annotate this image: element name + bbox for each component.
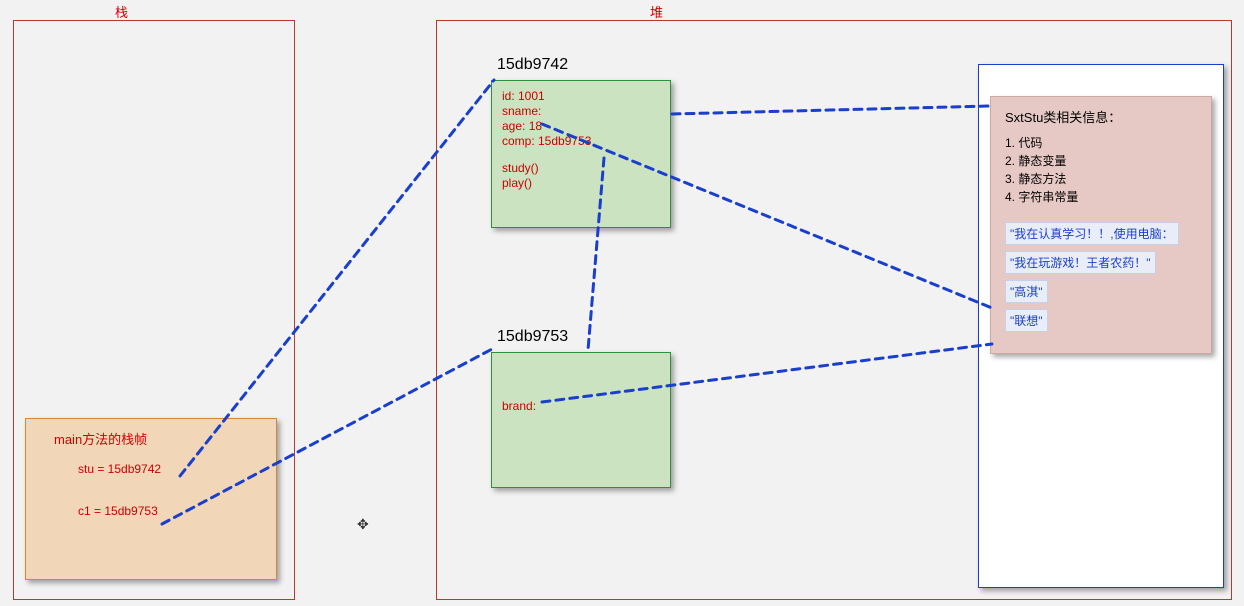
heap-obj1-methods: study() play() bbox=[492, 157, 670, 199]
class-info-item-1: 1. 代码 bbox=[1005, 134, 1197, 152]
string-const-4: "联想" bbox=[1005, 309, 1048, 332]
class-info-list: 1. 代码 2. 静态变量 3. 静态方法 4. 字符串常量 bbox=[1005, 134, 1197, 206]
string-const-1: "我在认真学习！！,使用电脑： bbox=[1005, 222, 1179, 245]
stack-region-label: 栈 bbox=[115, 2, 128, 21]
heap-region-label: 堆 bbox=[650, 2, 663, 21]
class-info-item-4: 4. 字符串常量 bbox=[1005, 188, 1197, 206]
stack-var-c1: c1 = 15db9753 bbox=[78, 504, 276, 518]
class-info-item-3: 3. 静态方法 bbox=[1005, 170, 1197, 188]
heap-obj2-title: 15db9753 bbox=[497, 328, 568, 346]
heap-obj1-method-study: study() bbox=[502, 161, 660, 176]
string-const-2: "我在玩游戏！王者农药！" bbox=[1005, 251, 1156, 274]
heap-obj1-field-age: age: 18 bbox=[502, 119, 660, 134]
heap-obj1-field-comp: comp: 15db9753 bbox=[502, 134, 660, 149]
diagram-canvas: 栈 堆 方法区 main方法的栈帧 stu = 15db9742 c1 = 15… bbox=[0, 0, 1244, 606]
heap-obj1-field-sname: sname: bbox=[502, 104, 660, 119]
method-area-panel: SxtStu类相关信息： 1. 代码 2. 静态变量 3. 静态方法 4. 字符… bbox=[990, 96, 1212, 354]
heap-obj2-fields: brand: bbox=[492, 353, 670, 422]
heap-obj1-field-id: id: 1001 bbox=[502, 89, 660, 104]
string-const-3: "高淇" bbox=[1005, 280, 1048, 303]
cursor-icon: ✥ bbox=[357, 516, 369, 533]
heap-obj1-method-play: play() bbox=[502, 176, 660, 191]
heap-obj2-field-brand: brand: bbox=[502, 399, 660, 414]
class-info-title: SxtStu类相关信息： bbox=[1005, 107, 1197, 126]
heap-obj1-title: 15db9742 bbox=[497, 56, 568, 74]
stack-frame-box: main方法的栈帧 stu = 15db9742 c1 = 15db9753 bbox=[25, 418, 277, 580]
stack-frame-title: main方法的栈帧 bbox=[54, 429, 276, 448]
heap-obj1-box: id: 1001 sname: age: 18 comp: 15db9753 s… bbox=[491, 80, 671, 228]
heap-obj1-fields: id: 1001 sname: age: 18 comp: 15db9753 bbox=[492, 81, 670, 157]
heap-obj2-box: brand: bbox=[491, 352, 671, 488]
class-info-item-2: 2. 静态变量 bbox=[1005, 152, 1197, 170]
stack-var-stu: stu = 15db9742 bbox=[78, 462, 276, 476]
